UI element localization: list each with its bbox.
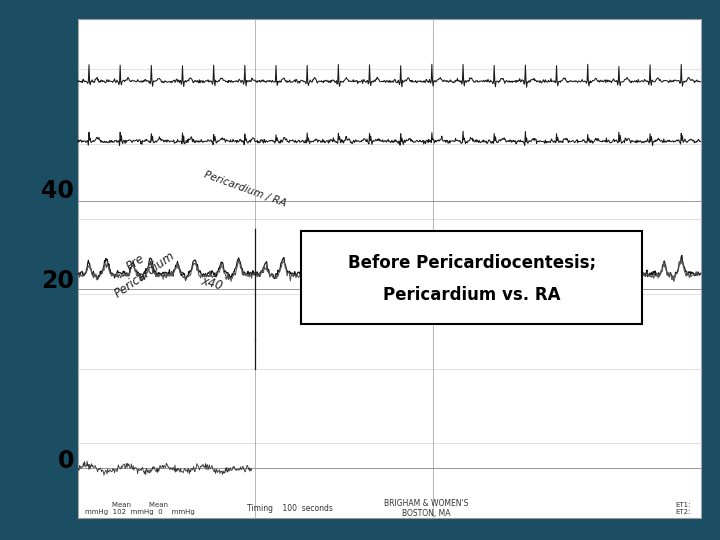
Text: Before Pericardiocentesis;: Before Pericardiocentesis; <box>348 254 595 272</box>
Text: Pericardium vs. RA: Pericardium vs. RA <box>383 286 560 304</box>
Text: x40: x40 <box>199 274 224 293</box>
FancyBboxPatch shape <box>302 231 642 324</box>
Text: 0: 0 <box>58 449 74 473</box>
Text: 40: 40 <box>41 179 74 203</box>
Text: BRIGHAM & WOMEN'S
BOSTON, MA: BRIGHAM & WOMEN'S BOSTON, MA <box>384 499 469 518</box>
Text: 20: 20 <box>41 269 74 293</box>
Text: Pre
Pericardium: Pre Pericardium <box>103 237 177 300</box>
Text: Timing    100  seconds: Timing 100 seconds <box>246 504 333 513</box>
FancyBboxPatch shape <box>78 19 701 518</box>
Text: ET1:
ET2:: ET1: ET2: <box>675 502 691 515</box>
Text: Pericardium / RA: Pericardium / RA <box>202 169 287 208</box>
Text: Mean        Mean
mmHg  102  mmHg  0    mmHg: Mean Mean mmHg 102 mmHg 0 mmHg <box>85 502 195 515</box>
